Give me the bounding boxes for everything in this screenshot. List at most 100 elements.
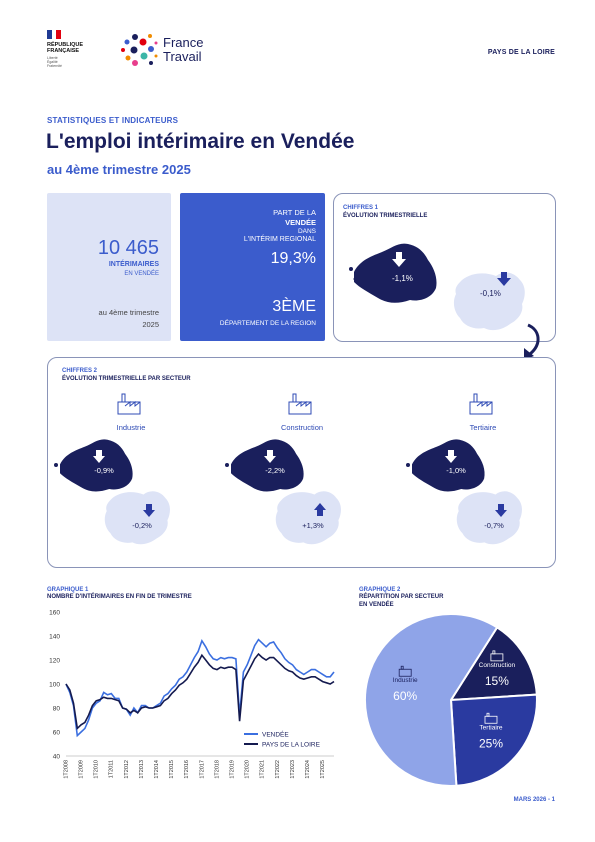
vendee-down-arrow-icon bbox=[392, 252, 406, 267]
chiffres1-panel: CHIFFRES 1 ÉVOLUTION TRIMESTRIELLE -1,1%… bbox=[333, 193, 556, 342]
up-arrow-icon bbox=[314, 503, 326, 516]
kpi-count-value: 10 465 bbox=[97, 237, 159, 259]
sector-vendee-value: -1,0% bbox=[446, 466, 466, 475]
y-tick-label: 40 bbox=[53, 754, 61, 761]
region-down-arrow-icon bbox=[497, 272, 511, 286]
page-subtitle: au 4ème trimestre 2025 bbox=[47, 162, 191, 177]
pie-icon-construction bbox=[490, 650, 504, 662]
y-tick-label: 60 bbox=[53, 730, 61, 737]
x-tick-label: 1T2016 bbox=[184, 760, 190, 779]
y-tick-label: 160 bbox=[49, 610, 60, 617]
x-tick-label: 1T2013 bbox=[139, 760, 145, 779]
sector-region-value: +1,3% bbox=[302, 521, 324, 530]
french-flag-icon bbox=[47, 30, 62, 39]
sector-construction: Construction -2,2% +1,3% bbox=[225, 393, 341, 545]
series-line-0 bbox=[65, 638, 335, 738]
sector-label: Industrie bbox=[117, 423, 146, 432]
x-tick-label: 1T2022 bbox=[275, 760, 281, 779]
sector-vendee-map bbox=[412, 439, 485, 492]
kpi-count-note1: au 4ème trimestre bbox=[98, 308, 159, 317]
pie-chart: Construction 15% Tertiaire 25% Industrie 60% bbox=[363, 613, 538, 787]
rf-motto: Liberté Égalité Fraternité bbox=[47, 56, 62, 68]
down-arrow-icon bbox=[143, 504, 155, 517]
sector-icon-industrie bbox=[117, 393, 141, 415]
sector-icon-construction bbox=[288, 393, 312, 415]
x-tick-label: 1T2018 bbox=[214, 760, 220, 779]
chiffres1-title: ÉVOLUTION TRIMESTRIELLE bbox=[343, 213, 428, 219]
pie-category-label: Industrie bbox=[393, 677, 418, 684]
page-title: L'emploi intérimaire en Vendée bbox=[46, 130, 355, 153]
sector-industrie: Industrie -0,9% -0,2% bbox=[54, 393, 170, 545]
x-tick-label: 1T2021 bbox=[260, 760, 266, 779]
kpi-share-l3: DANS bbox=[297, 228, 316, 235]
x-tick-label: 1T2011 bbox=[109, 760, 115, 778]
pie-value-label: 25% bbox=[479, 736, 503, 750]
pie-icon-tertiaire bbox=[484, 712, 498, 724]
kpi-share-l2: VENDÉE bbox=[285, 218, 316, 227]
kpi-count-label1: INTÉRIMAIRES bbox=[108, 261, 159, 268]
pie-category-label: Tertiaire bbox=[479, 724, 503, 731]
x-tick-label: 1T2020 bbox=[245, 760, 251, 779]
france-travail-dots-icon bbox=[121, 34, 158, 66]
kpi-rank-label: DÉPARTEMENT DE LA REGION bbox=[219, 320, 316, 327]
legend-label: PAYS DE LA LOIRE bbox=[262, 742, 321, 749]
pie-category-label: Construction bbox=[479, 662, 516, 669]
page-footer: MARS 2026 - 1 bbox=[513, 797, 555, 803]
chiffres1-kicker: CHIFFRES 1 bbox=[343, 205, 379, 211]
kicker: STATISTIQUES ET INDICATEURS bbox=[47, 116, 179, 125]
legend-label: VENDÉE bbox=[262, 730, 289, 739]
y-tick-label: 80 bbox=[53, 706, 61, 713]
x-tick-label: 1T2025 bbox=[320, 760, 326, 779]
x-tick-label: 1T2014 bbox=[154, 760, 160, 779]
sector-vendee-value: -2,2% bbox=[265, 466, 285, 475]
x-tick-label: 1T2024 bbox=[305, 760, 311, 779]
kpi-share-l1: PART DE LA bbox=[273, 208, 316, 217]
x-tick-label: 1T2015 bbox=[169, 760, 175, 779]
x-tick-label: 1T2009 bbox=[79, 760, 85, 779]
vendee-down-arrow-icon bbox=[445, 450, 457, 463]
pie-slice-industrie bbox=[363, 613, 499, 787]
x-tick-label: 1T2017 bbox=[199, 760, 205, 779]
sector-region-map bbox=[275, 491, 341, 545]
brand-name: France Travail bbox=[163, 35, 204, 64]
kpi-share-value: 19,3% bbox=[270, 250, 316, 267]
region-label: PAYS DE LA LOIRE bbox=[487, 49, 555, 56]
sector-region-value: -0,2% bbox=[132, 521, 152, 530]
kpi-share-l4: L'INTÉRIM REGIONAL bbox=[243, 236, 316, 243]
graph2-title-l1: RÉPARTITION PAR SECTEUR bbox=[359, 594, 444, 600]
series-line-1 bbox=[65, 652, 335, 731]
republique-francaise-logo: RÉPUBLIQUE FRANÇAISE Liberté Égalité Frate… bbox=[47, 30, 84, 68]
chiffres1-vendee-value: -1,1% bbox=[392, 274, 413, 283]
sector-tertiaire: Tertiaire -1,0% -0,7% bbox=[406, 393, 522, 545]
region-map bbox=[453, 272, 525, 331]
graph1-title: NOMBRE D'INTÉRIMAIRES EN FIN DE TRIMESTR… bbox=[47, 594, 192, 600]
kpi-count-label2: EN VENDÉE bbox=[124, 271, 159, 277]
rf-line-2: FRANÇAISE bbox=[47, 48, 80, 54]
sector-vendee-map bbox=[60, 439, 133, 492]
sector-icon-tertiaire bbox=[469, 393, 493, 415]
pie-value-label: 60% bbox=[393, 689, 417, 703]
sector-region-map bbox=[456, 491, 522, 545]
rf-line-1: RÉPUBLIQUE bbox=[47, 42, 84, 48]
pie-icon-industrie bbox=[398, 665, 412, 677]
sector-region-map bbox=[104, 491, 170, 545]
sector-region-value: -0,7% bbox=[484, 521, 504, 530]
chiffres2-kicker: CHIFFRES 2 bbox=[62, 368, 98, 374]
x-tick-label: 1T2012 bbox=[124, 760, 130, 779]
vendee-down-arrow-icon bbox=[93, 450, 105, 463]
chiffres1-region-value: -0,1% bbox=[480, 289, 501, 298]
pie-slice-tertiaire bbox=[449, 693, 538, 787]
connector-arrow-icon bbox=[524, 323, 540, 360]
chiffres2-panel: CHIFFRES 2 ÉVOLUTION TRIMESTRIELLE PAR S… bbox=[47, 357, 556, 568]
sector-label: Construction bbox=[281, 423, 323, 432]
vendee-map bbox=[349, 243, 437, 303]
kpi-rank-value: 3ÈME bbox=[272, 298, 316, 315]
y-tick-label: 120 bbox=[49, 658, 60, 665]
chiffres2-title: ÉVOLUTION TRIMESTRIELLE PAR SECTEUR bbox=[62, 376, 191, 382]
graph2-header: GRAPHIQUE 2 RÉPARTITION PAR SECTEUR EN V… bbox=[359, 587, 443, 609]
y-tick-label: 100 bbox=[49, 682, 60, 689]
sector-maps: Industrie -0,9% -0,2% Construction -2,2% +1,3… bbox=[54, 393, 522, 545]
graph2-title-l2: EN VENDÉE bbox=[359, 602, 394, 608]
pie-slice-construction bbox=[449, 626, 538, 702]
chiffres1-maps bbox=[349, 243, 525, 331]
